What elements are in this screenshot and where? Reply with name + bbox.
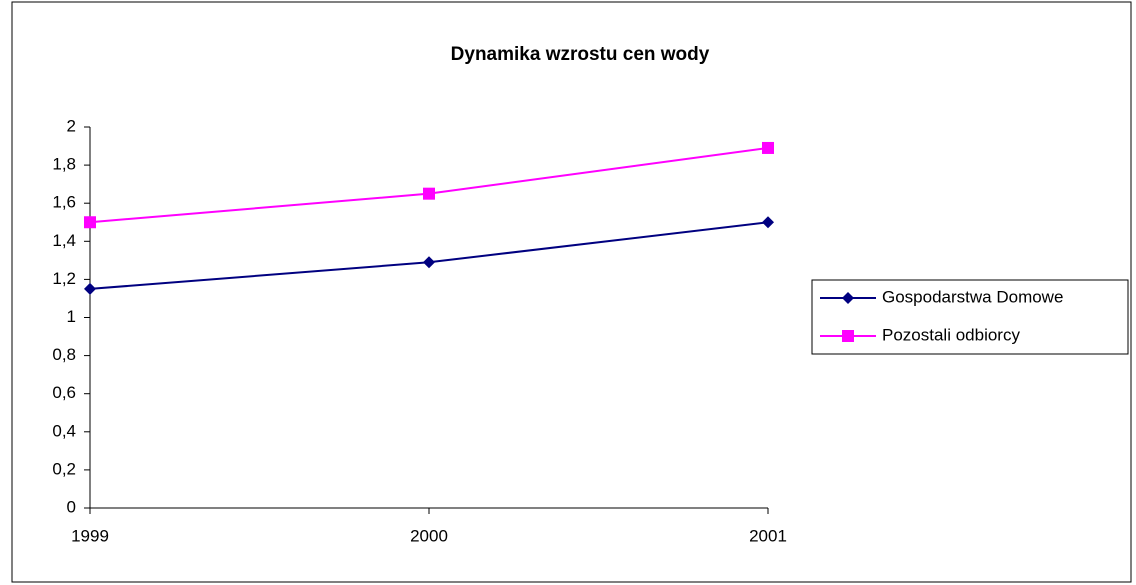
y-tick-label: 1	[67, 307, 76, 326]
marker	[762, 141, 774, 154]
chart-title: Dynamika wzrostu cen wody	[451, 44, 710, 65]
y-tick-label: 1,2	[52, 269, 76, 288]
x-tick-label: 2000	[410, 526, 448, 545]
y-tick-label: 0,6	[52, 383, 76, 402]
marker	[842, 292, 854, 304]
y-tick-label: 0,8	[52, 345, 76, 364]
marker	[762, 216, 774, 229]
y-tick-label: 1,6	[52, 193, 76, 212]
y-tick-label: 0,2	[52, 459, 76, 478]
marker	[84, 282, 96, 295]
y-tick-label: 0	[67, 497, 76, 516]
y-tick-label: 1,8	[52, 155, 76, 174]
legend-label: Gospodarstwa Domowe	[882, 287, 1063, 306]
marker	[423, 187, 435, 200]
x-tick-label: 1999	[71, 526, 109, 545]
y-tick-label: 2	[67, 116, 76, 135]
y-tick-label: 1,4	[52, 231, 76, 250]
legend-label: Pozostali odbiorcy	[882, 325, 1020, 344]
marker	[842, 330, 854, 342]
marker	[84, 216, 96, 229]
legend-box	[811, 279, 1129, 355]
marker	[423, 256, 435, 269]
legend	[811, 279, 1129, 355]
x-tick-label: 2001	[749, 526, 787, 545]
y-tick-label: 0,4	[52, 421, 76, 440]
